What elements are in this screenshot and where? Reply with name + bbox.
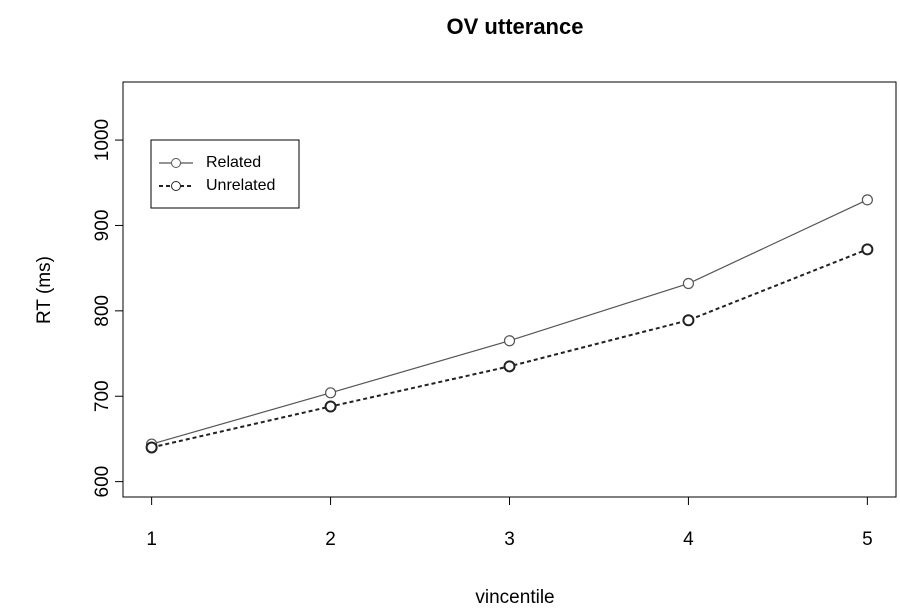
x-tick-label: 3: [504, 529, 515, 550]
y-tick-label: 600: [92, 466, 113, 498]
legend-box: [150, 139, 300, 209]
chart-title: OV utterance: [447, 14, 584, 39]
legend-label: Related: [206, 154, 261, 171]
point-marker: [861, 194, 873, 206]
point-marker: [503, 335, 516, 347]
series-line: [151, 248, 868, 449]
x-tick-label: 5: [862, 529, 873, 550]
legend-marker: [171, 181, 181, 191]
x-tick-label: 2: [325, 529, 336, 550]
y-tick-label: 900: [92, 210, 113, 242]
point-marker: [145, 441, 158, 454]
point-marker: [861, 243, 874, 256]
y-tick-label: 1000: [92, 119, 113, 161]
y-tick-label: 700: [92, 380, 113, 412]
x-axis-label: vincentile: [475, 587, 554, 608]
point-marker: [324, 387, 337, 399]
series-line: [151, 199, 868, 445]
legend-label: Unrelated: [206, 177, 275, 194]
point-marker: [682, 277, 695, 290]
point-marker: [682, 314, 695, 327]
y-axis-label: RT (ms): [34, 256, 55, 324]
point-marker: [324, 400, 337, 413]
legend-marker: [171, 158, 181, 168]
x-tick-label: 1: [146, 529, 157, 550]
y-tick-label: 800: [92, 295, 113, 327]
x-tick-label: 4: [683, 529, 694, 550]
point-marker: [503, 360, 516, 373]
